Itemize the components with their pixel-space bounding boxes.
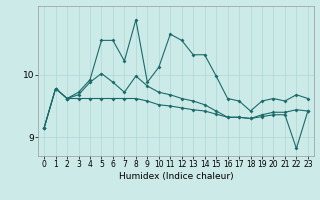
X-axis label: Humidex (Indice chaleur): Humidex (Indice chaleur) [119, 172, 233, 181]
